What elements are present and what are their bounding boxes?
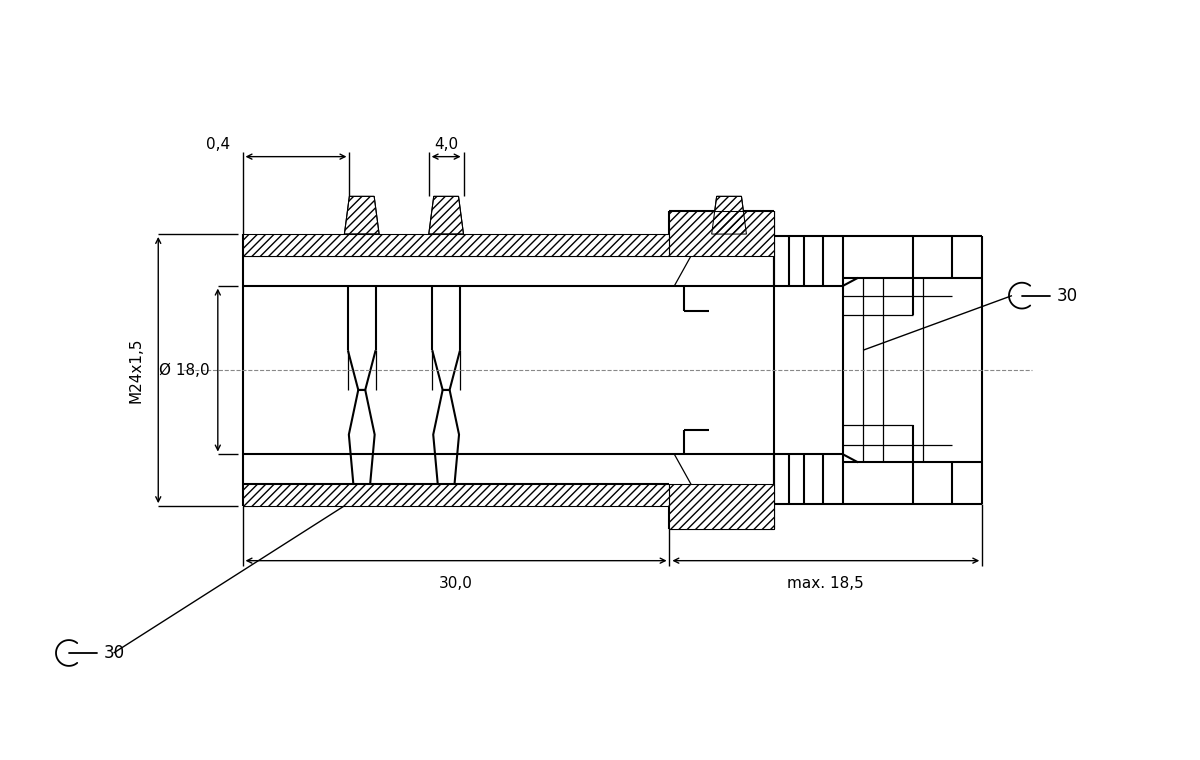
Polygon shape [428, 196, 463, 234]
Text: 0,4: 0,4 [205, 137, 230, 152]
Polygon shape [242, 484, 670, 506]
Text: 4,0: 4,0 [434, 137, 458, 152]
Polygon shape [712, 196, 746, 234]
Polygon shape [242, 234, 670, 256]
Text: M24x1,5: M24x1,5 [128, 337, 143, 403]
Text: max. 18,5: max. 18,5 [787, 575, 864, 591]
Text: 30,0: 30,0 [439, 575, 473, 591]
Polygon shape [670, 211, 774, 256]
Polygon shape [344, 196, 379, 234]
Text: 30: 30 [103, 644, 125, 662]
Text: Ø 18,0: Ø 18,0 [160, 363, 210, 378]
Text: 30: 30 [1057, 287, 1078, 305]
Polygon shape [670, 484, 774, 529]
